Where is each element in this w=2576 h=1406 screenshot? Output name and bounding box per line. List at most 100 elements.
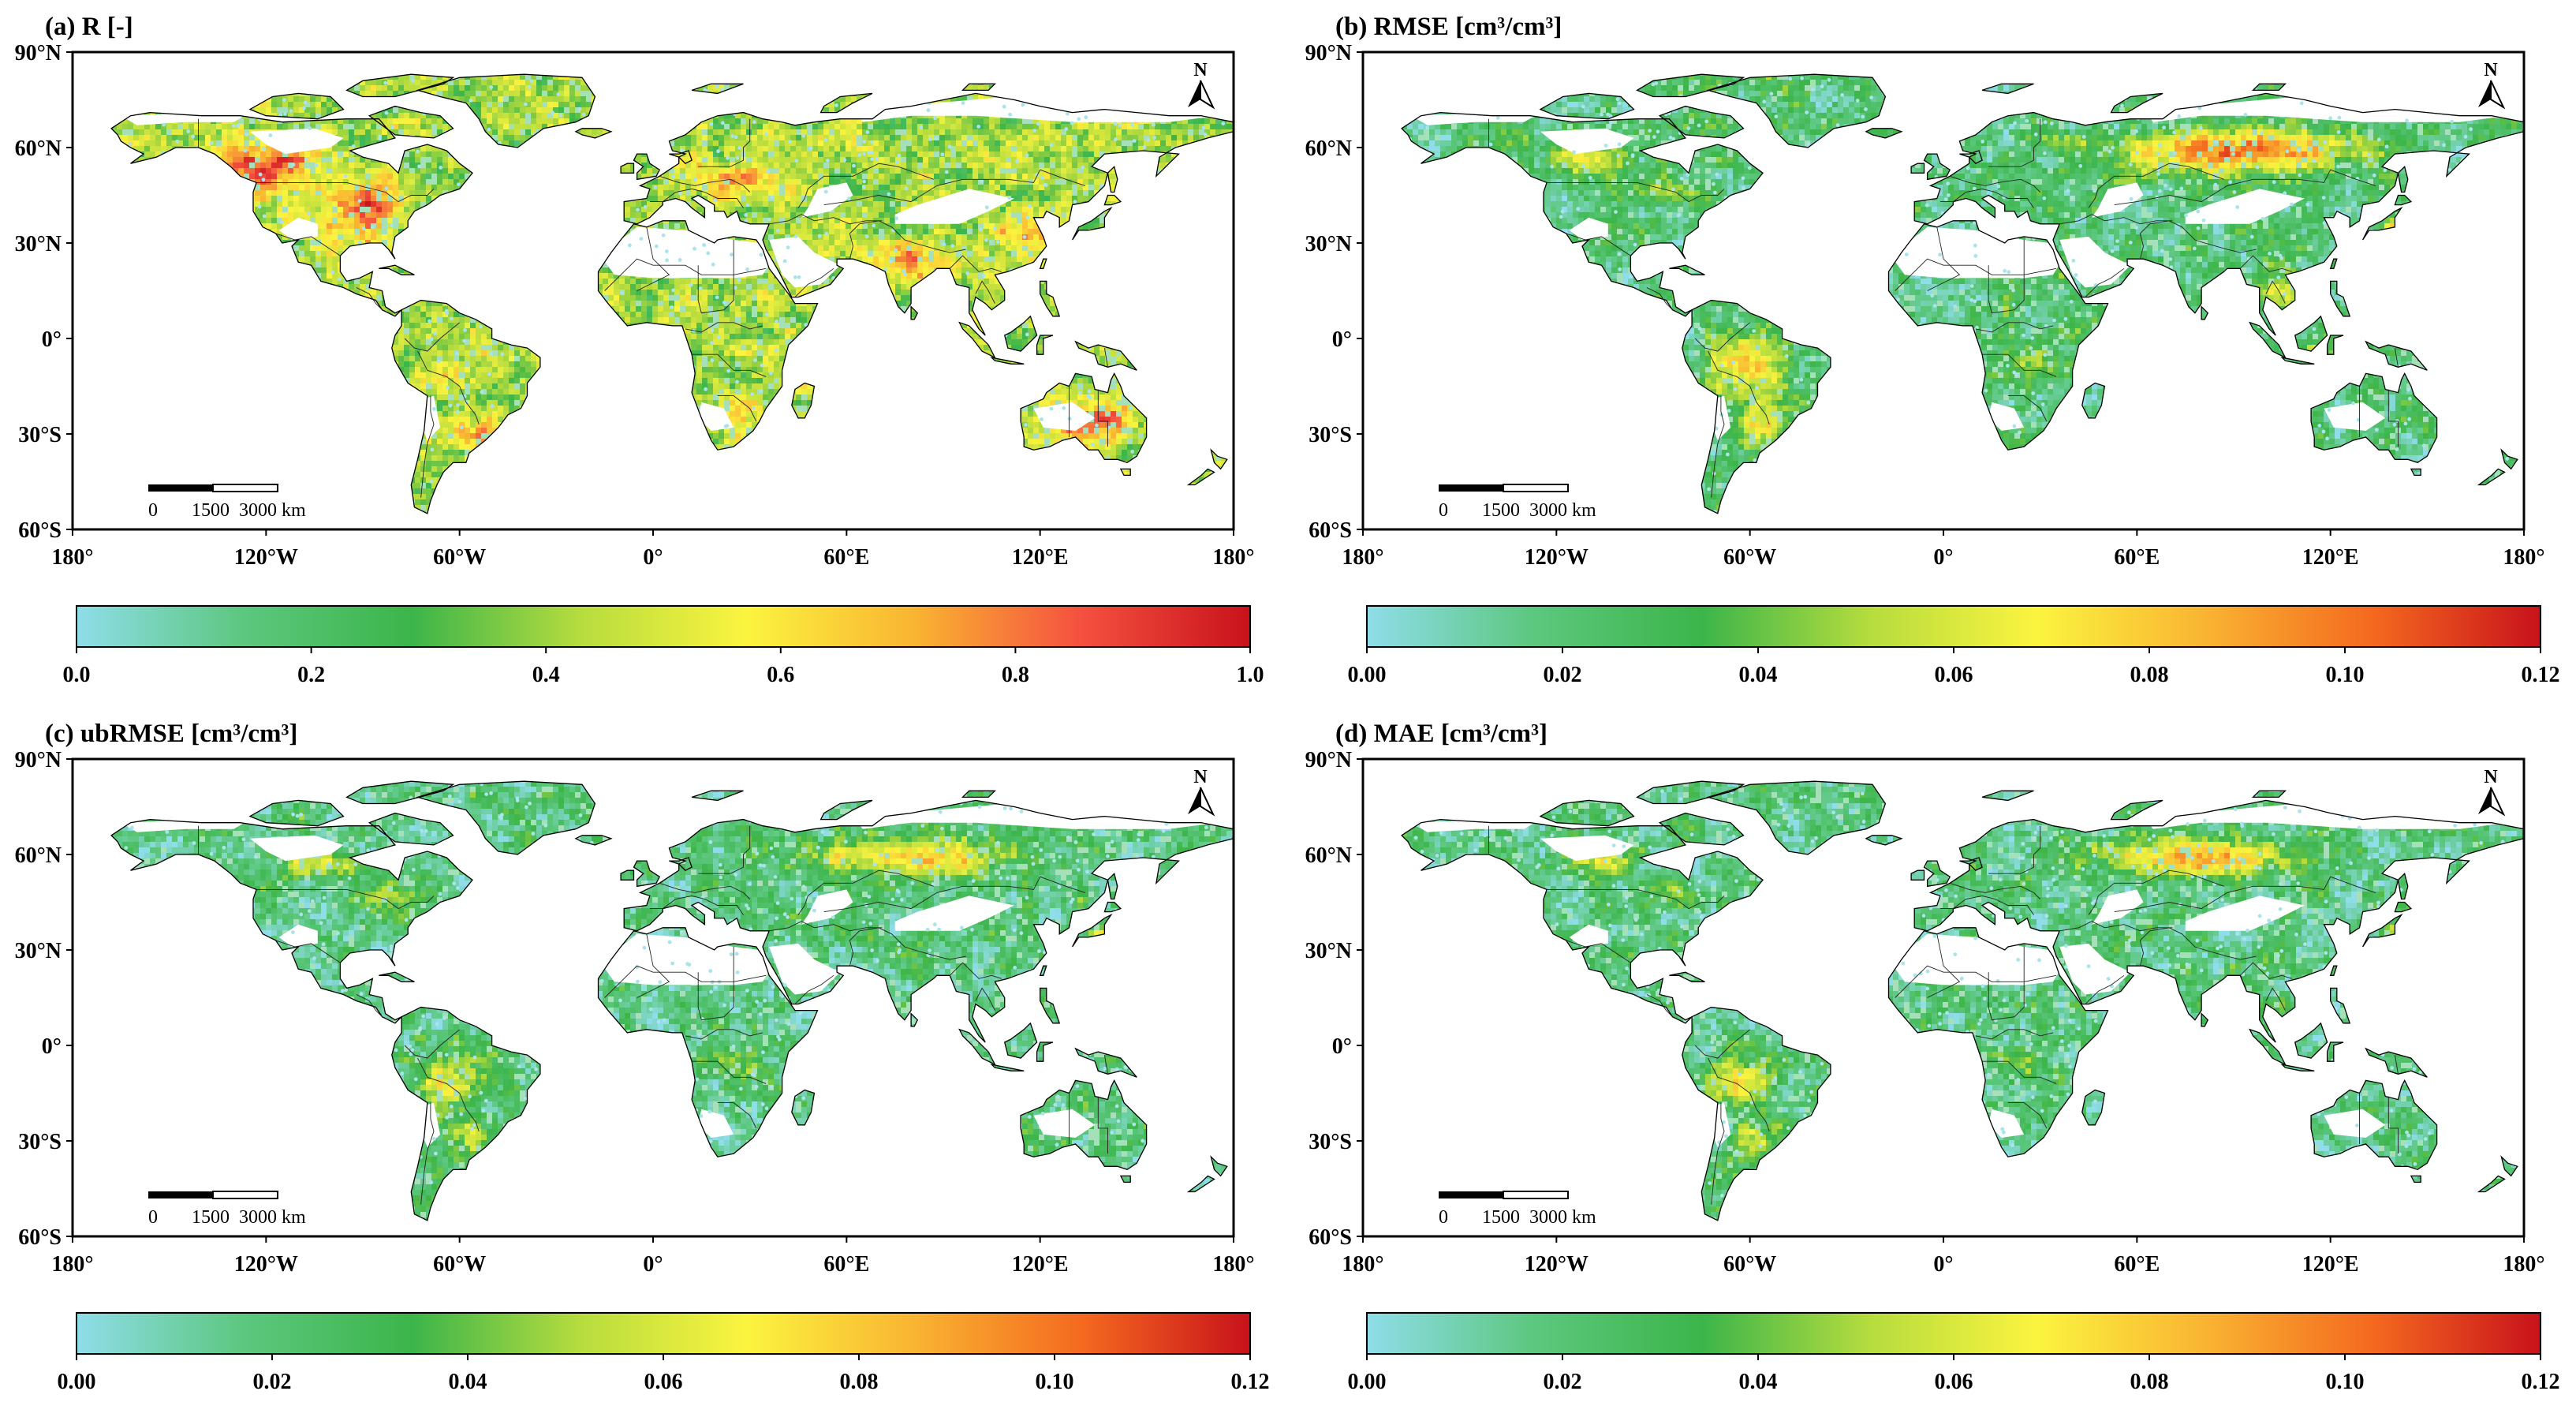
lat-label: 60°N — [1305, 136, 1352, 161]
colorbar-label: 0.12 — [2522, 663, 2560, 687]
lat-label: 90°N — [15, 41, 62, 65]
lat-label: 90°N — [1305, 748, 1352, 772]
colorbar-label: 0.02 — [253, 1370, 292, 1394]
scale-bar-segment — [1439, 484, 1503, 492]
lon-label: 120°W — [1525, 1252, 1589, 1277]
lon-label: 180° — [1342, 1252, 1383, 1277]
colorbar: 0.00 0.02 0.04 0.06 0.08 0.10 0.12 — [1348, 606, 2560, 687]
lon-label: 60°W — [433, 1252, 486, 1277]
colorbar-label: 0.4 — [532, 663, 560, 687]
lat-label: 0° — [1332, 1034, 1352, 1059]
lon-label: 120°W — [1525, 545, 1589, 570]
lon-label: 0° — [1933, 545, 1953, 570]
north-arrow-label: N — [1193, 767, 1208, 787]
lon-label: 120°E — [2302, 545, 2359, 570]
colorbar: 0.00 0.02 0.04 0.06 0.08 0.10 0.12 — [58, 1313, 1270, 1394]
lat-label: 60°N — [15, 843, 62, 868]
colorbar-label: 0.6 — [767, 663, 794, 687]
lat-label: 30°N — [15, 939, 62, 963]
colorbar-label: 0.06 — [644, 1370, 683, 1394]
lon-label: 60°W — [433, 545, 486, 570]
colorbar-label: 0.04 — [449, 1370, 487, 1394]
lat-label: 60°N — [15, 136, 62, 161]
scale-bar-segment — [1503, 1191, 1568, 1198]
colorbar-label: 0.08 — [2130, 1370, 2169, 1394]
colorbar-label: 0.06 — [1935, 1370, 1973, 1394]
lon-label: 120°E — [2302, 1252, 2359, 1277]
colorbar-label: 0.00 — [1348, 1370, 1387, 1394]
panel-title: (c) ubRMSE [cm³/cm³] — [45, 720, 297, 748]
panel-title: (b) RMSE [cm³/cm³] — [1335, 13, 1562, 41]
colorbar-label: 0.2 — [297, 663, 325, 687]
map-area — [1362, 50, 2528, 533]
north-arrow-label: N — [2484, 60, 2498, 80]
lon-label: 120°W — [234, 545, 298, 570]
scale-bar-label: 0 — [148, 500, 158, 521]
lat-label: 30°S — [18, 1130, 62, 1154]
colorbar-label: 0.0 — [63, 663, 91, 687]
colorbar: 0.0 0.2 0.4 0.6 0.8 1.0 — [63, 606, 1264, 687]
lat-label: 30°N — [1305, 232, 1352, 256]
colorbar-label: 0.08 — [840, 1370, 879, 1394]
colorbar-gradient — [1367, 606, 2541, 647]
colorbar-label: 0.02 — [1544, 663, 1582, 687]
lon-label: 180° — [2503, 1252, 2544, 1277]
scale-bar-label: 3000 km — [1529, 500, 1596, 521]
lat-label: 30°S — [18, 423, 62, 447]
lon-label: 0° — [1933, 1252, 1953, 1277]
scale-bar-segment — [148, 1191, 213, 1198]
colorbar-label: 0.04 — [1739, 663, 1778, 687]
lon-label: 60°W — [1723, 1252, 1776, 1277]
lon-label: 60°E — [2114, 1252, 2160, 1277]
colorbar-label: 0.08 — [2130, 663, 2169, 687]
lat-label: 60°S — [1309, 518, 1352, 543]
lon-label: 180° — [51, 1252, 93, 1277]
lon-label: 60°W — [1723, 545, 1776, 570]
lat-label: 90°N — [15, 748, 62, 772]
lat-label: 60°S — [1309, 1225, 1352, 1250]
scale-bar-label: 3000 km — [239, 1207, 306, 1228]
colorbar-label: 1.0 — [1237, 663, 1264, 687]
lat-label: 60°S — [18, 1225, 62, 1250]
scale-bar-label: 1500 — [192, 1207, 230, 1228]
colorbar-label: 0.00 — [58, 1370, 96, 1394]
scale-bar-segment — [148, 484, 213, 492]
lat-label: 0° — [42, 327, 62, 352]
colorbar-label: 0.12 — [2522, 1370, 2560, 1394]
colorbar-gradient — [77, 606, 1250, 647]
lon-label: 60°E — [823, 545, 869, 570]
lon-label: 60°E — [823, 1252, 869, 1277]
map-area — [1361, 757, 2528, 1240]
scale-bar-segment — [1439, 1191, 1503, 1198]
scale-bar-label: 0 — [148, 1207, 158, 1228]
panel-title: (d) MAE [cm³/cm³] — [1335, 720, 1547, 748]
lon-label: 180° — [1342, 545, 1383, 570]
scale-bar-segment — [213, 1191, 278, 1198]
lat-label: 90°N — [1305, 41, 1352, 65]
colorbar-label: 0.12 — [1231, 1370, 1270, 1394]
map-area — [72, 757, 1238, 1240]
colorbar-label: 0.06 — [1935, 663, 1973, 687]
lat-label: 0° — [1332, 327, 1352, 352]
lat-label: 30°N — [1305, 939, 1352, 963]
lat-label: 60°N — [1305, 843, 1352, 868]
colorbar-label: 0.02 — [1544, 1370, 1582, 1394]
colorbar: 0.00 0.02 0.04 0.06 0.08 0.10 0.12 — [1348, 1313, 2560, 1394]
lon-label: 120°E — [1012, 545, 1069, 570]
lat-label: 30°S — [1309, 423, 1352, 447]
colorbar-label: 0.00 — [1348, 663, 1387, 687]
panel-title: (a) R [-] — [45, 13, 133, 41]
lon-label: 180° — [1212, 1252, 1254, 1277]
panel-ubrmse: (c) ubRMSE [cm³/cm³] 90°N60°N30°N0°30°S6… — [15, 720, 1270, 1394]
north-arrow-label: N — [1193, 60, 1208, 80]
lon-label: 180° — [1212, 545, 1254, 570]
lon-label: 180° — [51, 545, 93, 570]
lat-label: 30°N — [15, 232, 62, 256]
lon-label: 120°W — [234, 1252, 298, 1277]
scale-bar-segment — [1503, 484, 1568, 492]
scale-bar-label: 1500 — [192, 500, 230, 521]
map-area — [72, 51, 1238, 533]
colorbar-label: 0.10 — [2326, 663, 2365, 687]
